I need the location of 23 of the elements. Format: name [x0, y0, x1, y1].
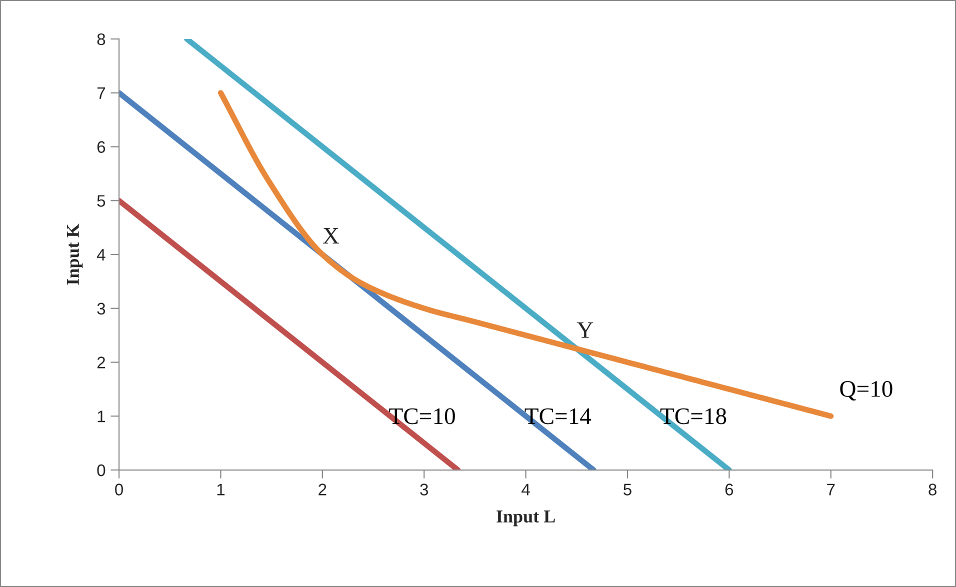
annotation: X [322, 228, 340, 244]
x-tick-label: 0 [115, 484, 124, 496]
y-tick-label: 7 [97, 87, 105, 99]
y-tick-label: 3 [97, 302, 106, 315]
y-tick-label: 0 [97, 464, 106, 476]
y-tick-label: 6 [97, 141, 106, 153]
annotation: Y [576, 322, 594, 338]
x-tick-label: 2 [318, 484, 326, 496]
x-tick-label: 7 [827, 484, 835, 496]
y-tick-label: 2 [97, 356, 105, 368]
y-tick-label: 1 [98, 410, 106, 422]
y-tick-label: 8 [97, 33, 106, 46]
y-axis-title: Input K [67, 224, 83, 285]
y-tick-label: 4 [96, 249, 106, 261]
x-tick-label: 8 [928, 484, 936, 496]
x-tick-label: 4 [522, 484, 530, 496]
x-tick-label: 5 [624, 484, 632, 496]
x-tick-label: 1 [217, 484, 225, 496]
y-tick-label: 5 [97, 195, 106, 207]
x-axis-title: Input L [496, 510, 555, 526]
x-tick-label: 3 [420, 484, 428, 496]
series-label: Q=10 [840, 380, 892, 401]
x-tick-label: 6 [725, 484, 734, 496]
